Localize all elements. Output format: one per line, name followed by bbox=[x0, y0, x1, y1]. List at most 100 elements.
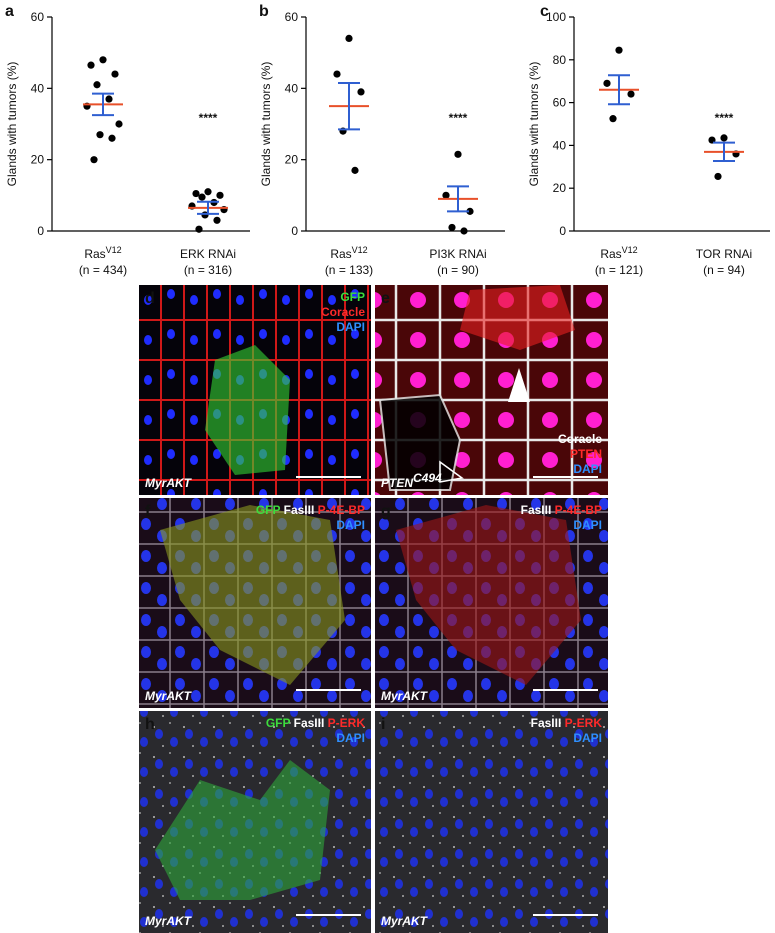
stained-region bbox=[205, 345, 290, 475]
stain-legend: DAPI bbox=[573, 731, 602, 745]
n-label: (n = 90) bbox=[437, 263, 479, 277]
category-text: PI3K RNAi bbox=[429, 247, 486, 261]
data-dot bbox=[195, 225, 203, 233]
stain-name: DAPI bbox=[336, 518, 365, 532]
panel-label: i bbox=[381, 716, 385, 733]
data-dot bbox=[609, 115, 617, 123]
data-dot bbox=[90, 156, 98, 164]
data-dot bbox=[333, 70, 341, 78]
significance: **** bbox=[715, 111, 734, 125]
significance: **** bbox=[449, 111, 468, 125]
genotype: PTENC494 bbox=[381, 471, 442, 490]
data-dot bbox=[454, 150, 462, 158]
data-dot bbox=[448, 223, 456, 232]
category-label: ERK RNAi bbox=[180, 247, 236, 261]
genotype: MyrAKT bbox=[381, 914, 429, 928]
stain-name: Coracle bbox=[558, 432, 602, 446]
stain-name: DAPI bbox=[573, 731, 602, 745]
y-tick-label: 40 bbox=[31, 81, 45, 95]
category-text: Ras bbox=[84, 247, 105, 261]
stain-name: GFP bbox=[340, 290, 365, 304]
y-tick-label: 40 bbox=[553, 138, 567, 152]
stained-region bbox=[160, 505, 345, 685]
n-label: (n = 316) bbox=[184, 263, 232, 277]
stain-legend: DAPI bbox=[336, 320, 365, 334]
data-dot bbox=[204, 188, 212, 196]
data-dot bbox=[115, 120, 123, 128]
data-dot bbox=[603, 79, 611, 87]
panel-label: h bbox=[145, 716, 155, 733]
category-sup: V12 bbox=[106, 245, 122, 255]
category-label: PI3K RNAi bbox=[429, 247, 486, 261]
y-tick-label: 100 bbox=[546, 10, 566, 24]
category-text: Ras bbox=[330, 247, 351, 261]
data-dot bbox=[345, 34, 353, 43]
y-tick-label: 0 bbox=[559, 224, 566, 238]
stain-name: P-4E-BP bbox=[555, 503, 602, 517]
genotype-sup: C494 bbox=[413, 471, 442, 485]
stain-name: FasIII bbox=[294, 716, 325, 730]
stain-name: PTEN bbox=[570, 447, 602, 461]
stained-region bbox=[396, 505, 581, 685]
n-label: (n = 94) bbox=[703, 263, 745, 277]
stain-legend: Coracle bbox=[321, 305, 365, 319]
data-dot bbox=[466, 207, 474, 215]
panel-label: c bbox=[540, 3, 549, 20]
data-dot bbox=[108, 134, 116, 142]
panel-label: a bbox=[5, 3, 14, 20]
y-tick-label: 20 bbox=[553, 181, 567, 195]
y-tick-label: 0 bbox=[37, 224, 44, 238]
data-dot bbox=[99, 56, 107, 64]
n-label: (n = 121) bbox=[595, 263, 643, 277]
y-tick-label: 60 bbox=[285, 10, 299, 24]
stain-legend: DAPI bbox=[573, 462, 602, 476]
stained-region bbox=[460, 285, 575, 350]
stain-legend: Coracle bbox=[558, 432, 602, 446]
genotype-text: MyrAKT bbox=[381, 689, 429, 703]
stain-name: P-ERK bbox=[328, 716, 366, 730]
stain-legend: GFP bbox=[340, 290, 365, 304]
data-dot bbox=[192, 189, 200, 198]
data-dot bbox=[720, 134, 728, 142]
stain-name: DAPI bbox=[336, 731, 365, 745]
data-dot bbox=[714, 172, 722, 181]
stain-name: FasIII bbox=[521, 503, 552, 517]
data-dot bbox=[105, 95, 113, 103]
category-label: RasV12 bbox=[330, 245, 367, 261]
data-dot bbox=[442, 191, 450, 199]
micrograph bbox=[375, 711, 608, 933]
genotype: MyrAKT bbox=[145, 476, 193, 490]
data-dot bbox=[87, 61, 95, 69]
category-label: RasV12 bbox=[600, 245, 637, 261]
stain-legend: FasIII P-ERK bbox=[531, 716, 603, 730]
stain-name: DAPI bbox=[573, 462, 602, 476]
genotype: MyrAKT bbox=[381, 689, 429, 703]
stained-region bbox=[155, 760, 330, 900]
genotype-text: MyrAKT bbox=[145, 476, 193, 490]
panel-label: d bbox=[145, 290, 155, 307]
stain-legend: DAPI bbox=[336, 731, 365, 745]
stain-legend: DAPI bbox=[336, 518, 365, 532]
y-tick-label: 20 bbox=[285, 153, 299, 167]
y-axis-label: Glands with tumors (%) bbox=[259, 62, 273, 187]
n-label: (n = 133) bbox=[325, 263, 373, 277]
y-tick-label: 20 bbox=[31, 153, 45, 167]
data-dot bbox=[213, 216, 221, 224]
arrowhead-open bbox=[439, 460, 464, 483]
panel-label: e bbox=[381, 290, 390, 307]
stain-name: FasIII bbox=[284, 503, 315, 517]
stain-legend: GFP FasIII P-ERK bbox=[266, 716, 365, 730]
significance: **** bbox=[199, 111, 218, 125]
data-dot bbox=[357, 88, 365, 96]
category-text: ERK RNAi bbox=[180, 247, 236, 261]
y-axis-label: Glands with tumors (%) bbox=[527, 62, 541, 187]
data-dot bbox=[198, 193, 206, 201]
arrowhead bbox=[508, 368, 530, 402]
n-label: (n = 434) bbox=[79, 263, 127, 277]
data-dot bbox=[351, 166, 359, 174]
data-dot bbox=[460, 227, 468, 235]
stain-legend: PTEN bbox=[570, 447, 602, 461]
stain-name: GFP bbox=[256, 503, 281, 517]
stain-legend: FasIII P-4E-BP bbox=[521, 503, 602, 517]
